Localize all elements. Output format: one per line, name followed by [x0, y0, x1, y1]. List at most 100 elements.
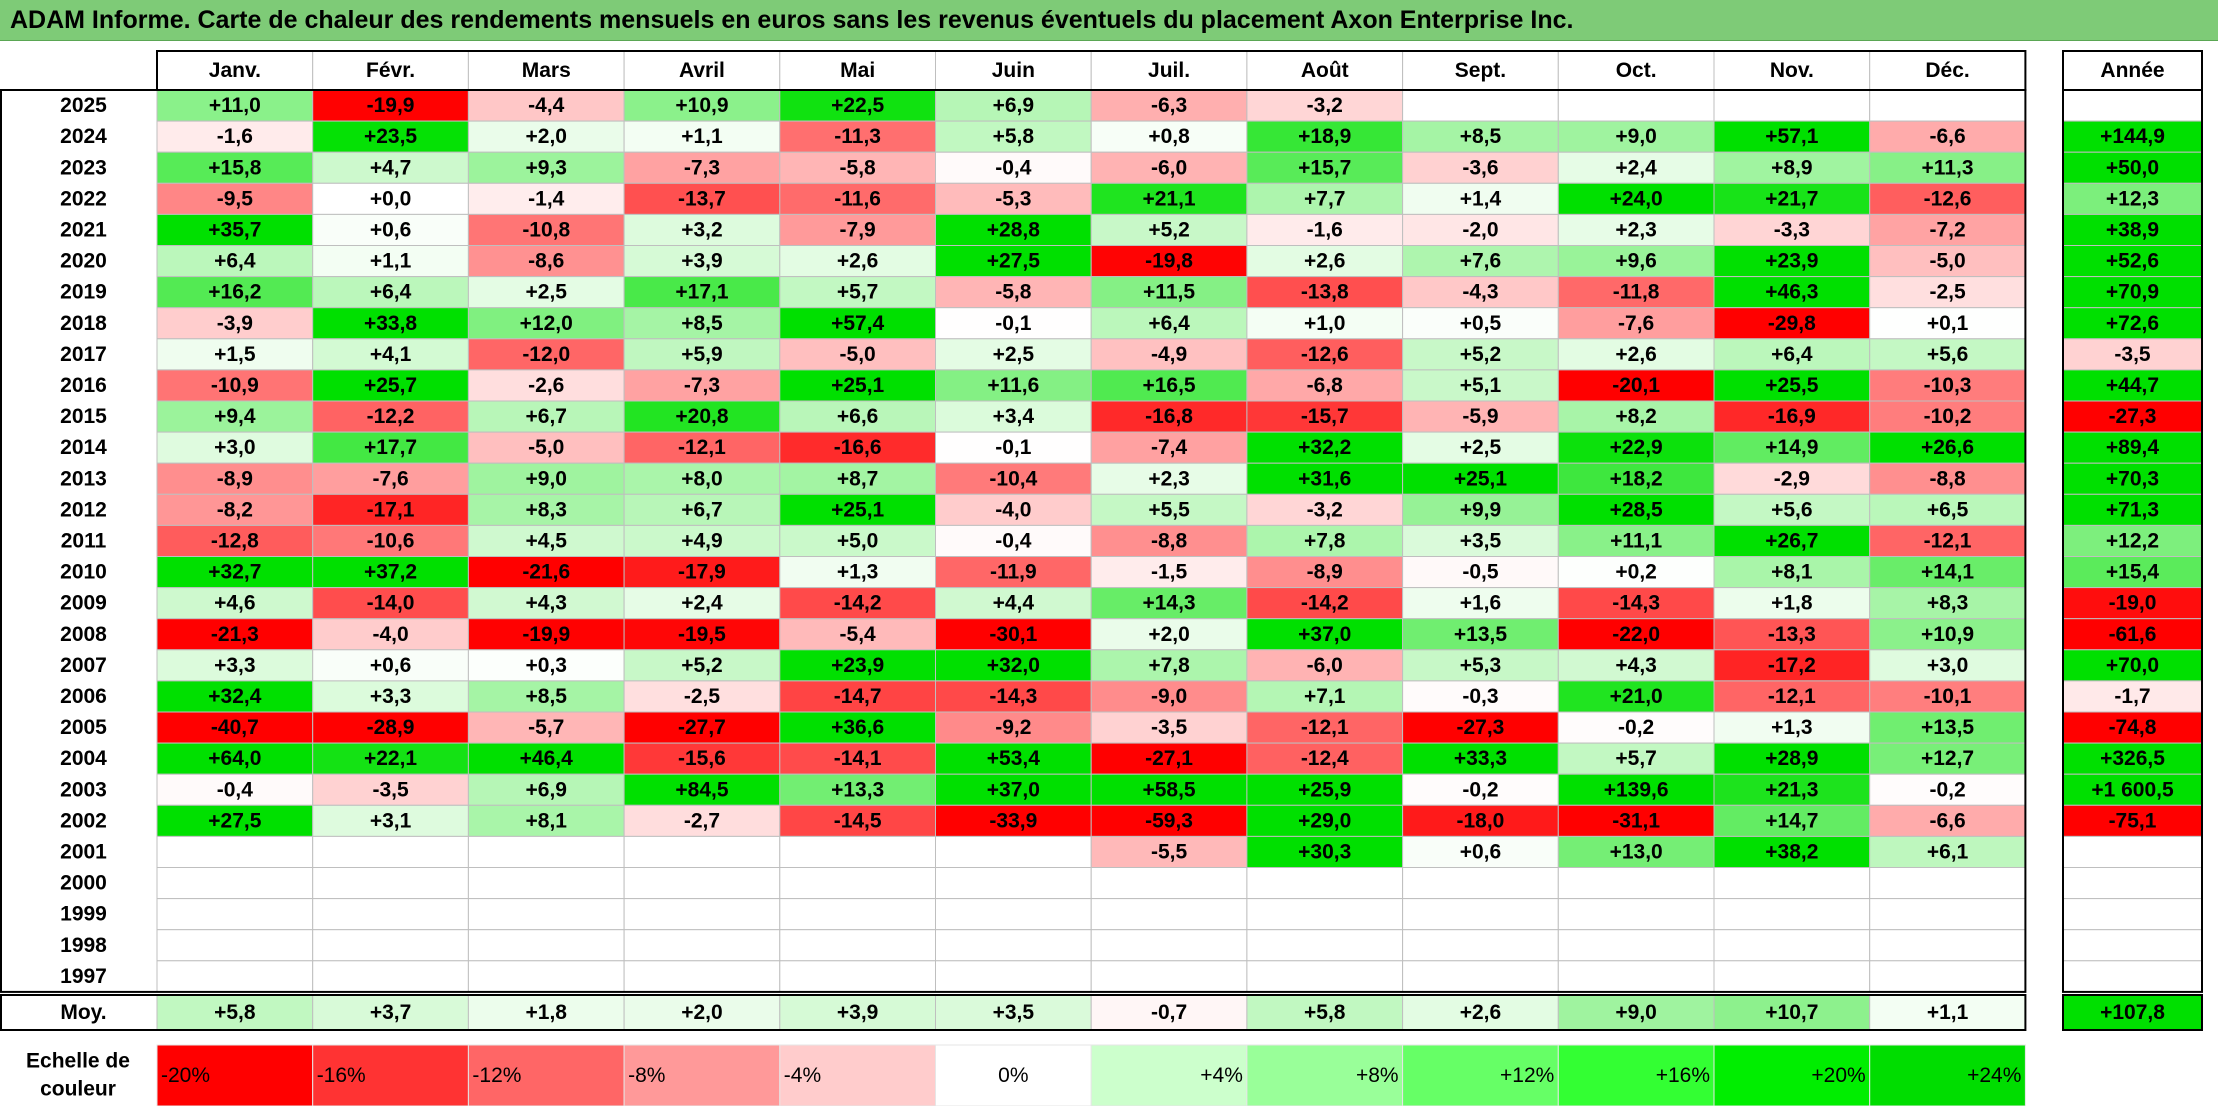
- heatmap-cell: [312, 556, 469, 589]
- annual-cell: [2062, 89, 2203, 122]
- heatmap-cell: [779, 804, 936, 837]
- chart-title: ADAM Informe. Carte de chaleur des rende…: [10, 6, 1574, 34]
- scale-swatch: [623, 1044, 781, 1106]
- heatmap-cell: [935, 89, 1092, 122]
- cell-value: -6,6: [1929, 125, 1965, 148]
- heatmap-cell: [1869, 556, 2026, 589]
- heatmap-cell: [467, 245, 625, 278]
- heatmap-cell: [1090, 182, 1248, 215]
- cell-value: +2,5: [993, 343, 1035, 366]
- year-label: 2008: [60, 623, 107, 646]
- cell-value: -10,9: [211, 374, 259, 397]
- heatmap-cell: [623, 773, 781, 806]
- year-label: 2003: [60, 778, 107, 801]
- cell-value: -12,1: [1924, 529, 1972, 552]
- heatmap-cell: [623, 556, 781, 589]
- cell-value: +4,7: [370, 156, 411, 179]
- annual-value: -3,5: [2114, 343, 2151, 366]
- cell-value: +23,5: [364, 125, 417, 148]
- cell-value: +6,7: [526, 405, 567, 428]
- heatmap-cell: [779, 369, 936, 402]
- heatmap-cell: [1402, 493, 1559, 526]
- heatmap-cell: [1869, 89, 2026, 122]
- heatmap-cell: [1557, 960, 1715, 993]
- year-label: 2022: [60, 187, 107, 210]
- cell-value: +29,0: [1298, 809, 1351, 832]
- average-annual-value: +107,8: [2100, 1001, 2165, 1024]
- cell-value: -40,7: [211, 716, 259, 739]
- cell-value: -1,4: [528, 187, 565, 210]
- scale-step-label: -16%: [317, 1064, 366, 1087]
- heatmap-cell: [623, 89, 781, 122]
- heatmap-cell: [156, 618, 314, 651]
- cell-value: +11,0: [209, 94, 261, 117]
- cell-value: -3,9: [217, 312, 253, 335]
- cell-value: +21,0: [1610, 685, 1663, 708]
- cell-value: -3,3: [1774, 218, 1810, 241]
- heatmap-cell: [1090, 493, 1248, 526]
- heatmap-cell: [779, 151, 936, 184]
- heatmap-cell: [467, 556, 625, 589]
- cell-value: +37,0: [1298, 623, 1351, 646]
- cell-value: +14,9: [1765, 436, 1818, 459]
- heatmap-cell: [623, 462, 781, 495]
- month-header-label: Juil.: [1148, 59, 1190, 82]
- cell-value: +0,6: [370, 654, 411, 677]
- heatmap-cell: [1090, 400, 1248, 433]
- cell-value: +1,0: [1304, 312, 1345, 335]
- cell-value: +4,4: [993, 592, 1035, 615]
- cell-value: -6,6: [1929, 809, 1965, 832]
- heatmap-cell: [1557, 618, 1715, 651]
- cell-value: -14,2: [1301, 592, 1349, 615]
- heatmap-cell: [1557, 276, 1715, 309]
- year-label: 2001: [60, 840, 107, 863]
- cell-value: -14,1: [834, 747, 882, 770]
- cell-value: +57,4: [831, 312, 884, 335]
- cell-value: +28,5: [1610, 498, 1663, 521]
- heatmap-cell: [779, 338, 936, 371]
- heatmap-cell: [1713, 867, 1871, 900]
- cell-value: -7,6: [372, 467, 408, 490]
- heatmap-cell: [312, 307, 469, 340]
- cell-value: +32,2: [1298, 436, 1351, 459]
- cell-value: -2,0: [1462, 218, 1498, 241]
- heatmap-cell: [156, 556, 314, 589]
- cell-value: +8,1: [1771, 561, 1813, 584]
- cell-value: +2,5: [526, 281, 568, 304]
- cell-value: -17,1: [367, 498, 415, 521]
- heatmap-cell: [156, 524, 314, 558]
- cell-value: -13,8: [1301, 281, 1349, 304]
- heatmap-cell: [1402, 307, 1559, 340]
- average-value: +2,0: [681, 1001, 722, 1024]
- heatmap-cell: [1090, 431, 1248, 464]
- cell-value: +7,1: [1304, 685, 1346, 708]
- heatmap-cell: [156, 742, 314, 775]
- cell-value: +7,7: [1304, 187, 1345, 210]
- cell-value: +4,3: [1615, 654, 1656, 677]
- heatmap-cell: [1090, 213, 1248, 246]
- heatmap-cell: [779, 245, 936, 278]
- heatmap-cell: [935, 182, 1092, 215]
- cell-value: +15,8: [208, 156, 261, 179]
- annual-cell: [2062, 835, 2203, 869]
- heatmap-cell: [467, 307, 625, 340]
- cell-value: +0,0: [370, 187, 411, 210]
- cell-value: +0,1: [1927, 312, 1969, 335]
- cell-value: +1,3: [1771, 716, 1812, 739]
- cell-value: +25,1: [831, 374, 884, 397]
- cell-value: -14,5: [834, 809, 882, 832]
- cell-value: +4,9: [681, 529, 722, 552]
- scale-swatch: [1090, 1044, 1248, 1106]
- heatmap-cell: [312, 276, 469, 309]
- annual-value: +71,3: [2106, 498, 2159, 521]
- cell-value: -19,9: [367, 94, 415, 117]
- cell-value: +9,0: [526, 467, 567, 490]
- cell-value: +13,5: [1454, 623, 1507, 646]
- heatmap-cell: [1557, 898, 1715, 931]
- heatmap-cell: [1557, 773, 1715, 806]
- heatmap-cell: [1402, 213, 1559, 246]
- cell-value: +46,4: [520, 747, 573, 770]
- year-label: 2021: [60, 218, 107, 241]
- heatmap-cell: [935, 524, 1092, 558]
- year-label: 2000: [60, 872, 107, 895]
